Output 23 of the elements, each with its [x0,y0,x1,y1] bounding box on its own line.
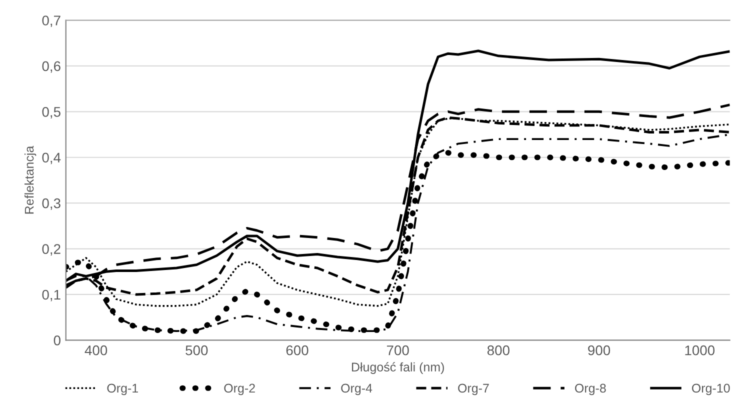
y-tick-label: 0,2 [42,244,60,256]
x-tick-label: 700 [386,345,409,356]
x-tick-label: 1000 [685,345,715,356]
x-tick-label: 600 [286,345,308,356]
x-axis-title: Długość fali (nm) [352,362,444,374]
y-tick-label: 0,7 [42,16,60,28]
legend-label: Org-2 [224,384,255,396]
x-tick-label: 400 [84,345,108,356]
y-tick-label: 0,5 [42,107,60,118]
legend-label: Org-1 [107,384,138,396]
x-tick-label: 800 [487,345,510,356]
legend-label: Org-8 [575,384,606,396]
x-tick-label: 900 [588,345,610,356]
x-tick-label: 500 [186,345,208,356]
y-axis-title: Reflektancja [24,146,36,214]
y-tick-label: 0 [54,336,60,346]
legend-label: Org-4 [341,384,372,396]
y-tick-label: 0,3 [42,198,60,210]
y-tick-label: 0,4 [42,152,61,164]
y-tick-label: 0,1 [42,290,60,302]
y-tick-label: 0,6 [42,61,60,73]
legend-label: Org-7 [458,384,489,396]
legend-label: Org-10 [692,384,730,396]
